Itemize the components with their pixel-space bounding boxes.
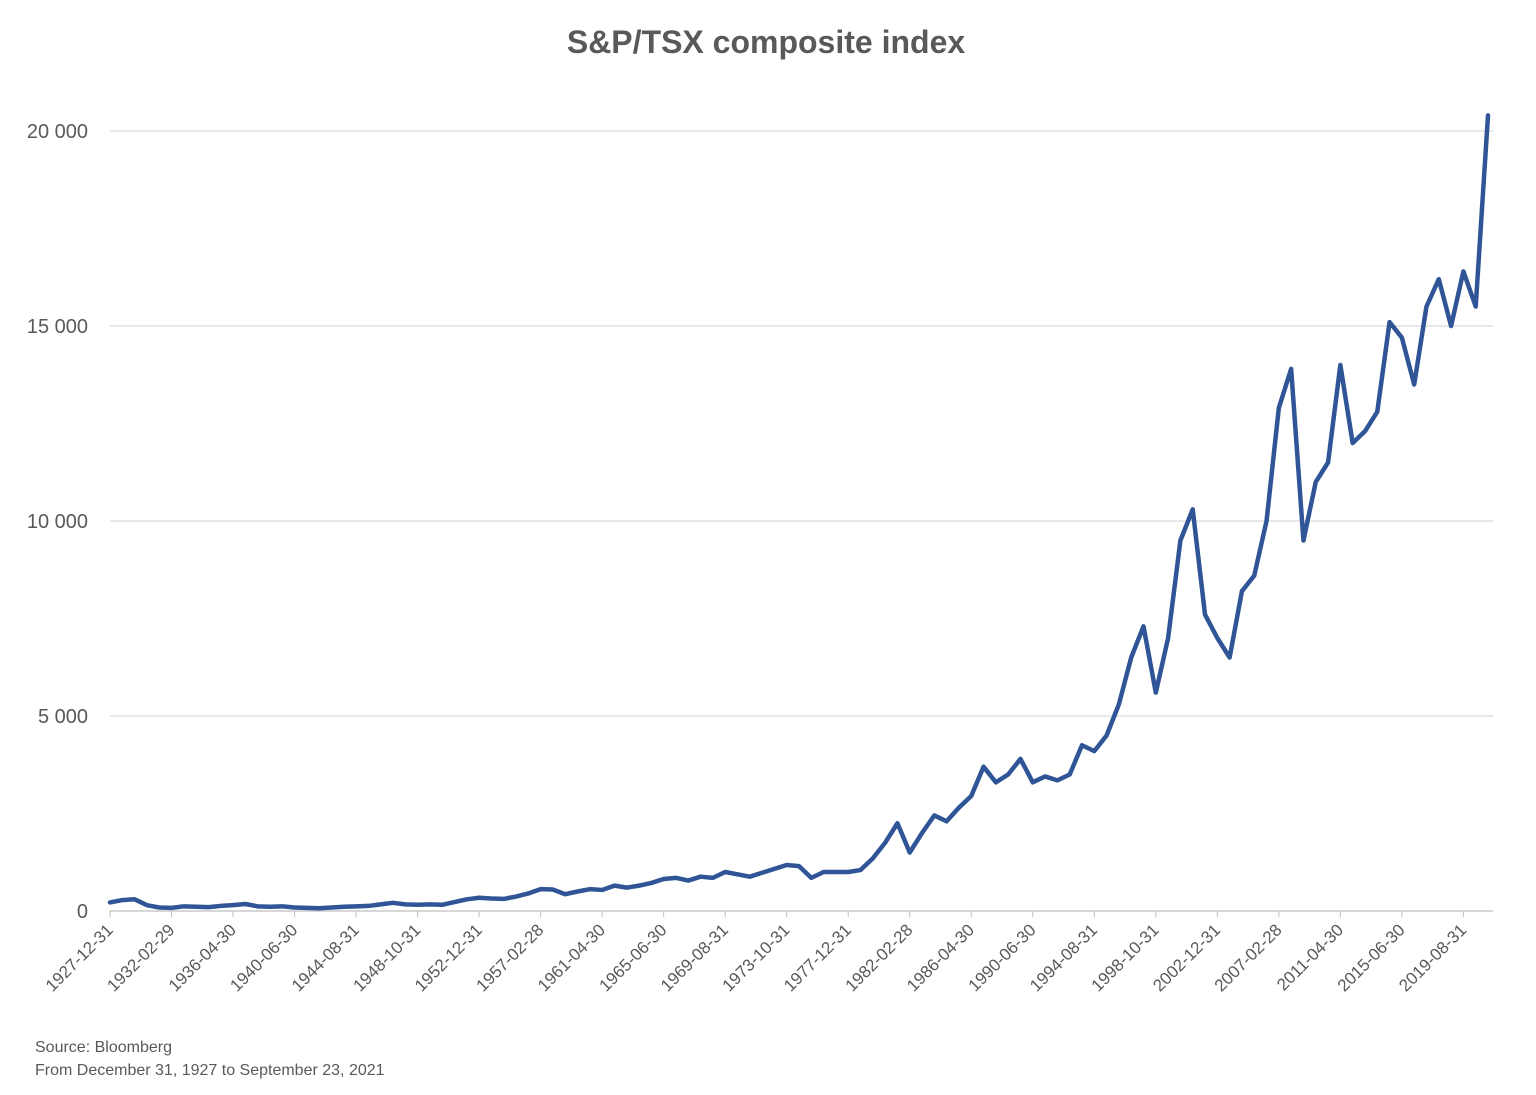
index-line [107,113,1491,911]
y-tick-label: 5 000 [38,706,88,728]
x-tick-label: 2019-08-31 [1395,920,1470,995]
x-tick-label: 2007-02-28 [1211,920,1286,995]
range-note: From December 31, 1927 to September 23, … [35,1062,385,1079]
source-note: Source: Bloomberg [35,1039,172,1056]
y-tick-label: 20 000 [27,121,88,143]
chart-title: S&P/TSX composite index [567,24,966,60]
y-tick-label: 15 000 [27,316,88,338]
y-tick-label: 10 000 [27,511,88,533]
y-tick-label: 0 [77,901,88,923]
